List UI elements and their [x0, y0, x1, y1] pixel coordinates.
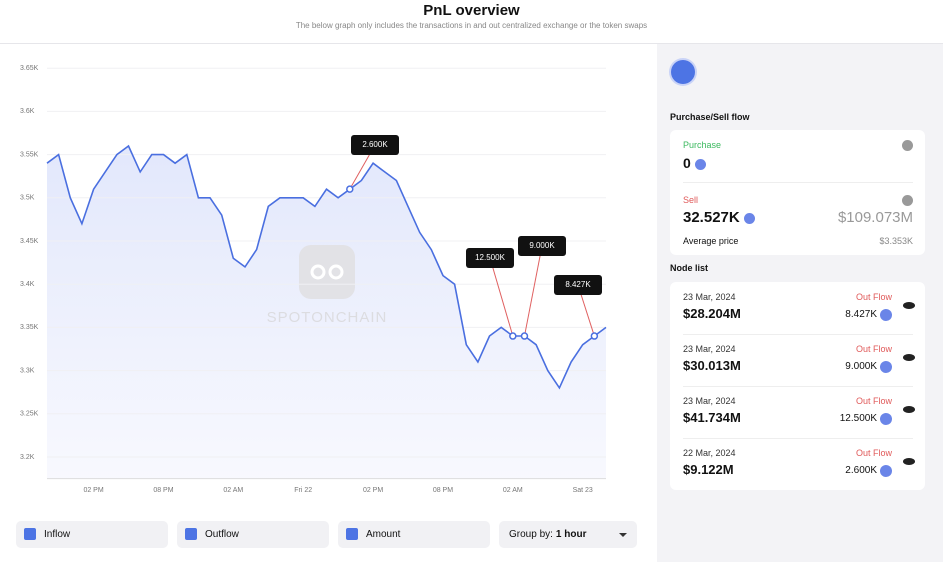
- checkbox[interactable]: [24, 528, 36, 541]
- divider: [683, 386, 913, 387]
- sell-value: 32.527K: [683, 209, 740, 226]
- token-icon: [880, 465, 892, 477]
- node-date: 23 Mar, 2024: [683, 292, 736, 302]
- node-date: 22 Mar, 2024: [683, 448, 736, 458]
- token-icon: [671, 60, 695, 84]
- dropdown-arrow[interactable]: [619, 533, 627, 541]
- annotation: 8.427K: [565, 280, 591, 289]
- node-flow: Out Flow: [855, 344, 892, 354]
- group-by-label: Group by:: [509, 529, 553, 540]
- help-icon[interactable]: [902, 195, 913, 206]
- sell-value: 32.527K: [683, 209, 755, 226]
- divider: [683, 334, 913, 335]
- section-title: Node list: [670, 263, 709, 273]
- y-tick-label: 3.5K: [20, 195, 35, 202]
- x-tick-label: 02 AM: [503, 487, 523, 494]
- token-icon: [880, 309, 892, 321]
- subtitle: The below graph only includes the transa…: [295, 21, 648, 30]
- annotation-box: [518, 236, 566, 256]
- title: PnL overview: [423, 2, 520, 19]
- checkbox[interactable]: [346, 528, 358, 541]
- x-tick-label: Fri 22: [294, 487, 312, 494]
- avg-label: Average price: [683, 236, 739, 246]
- annotation-box: [554, 275, 602, 295]
- x-tick-label: 08 PM: [433, 487, 453, 494]
- toggle-label: Inflow: [44, 529, 71, 540]
- hide-icon[interactable]: [903, 458, 915, 465]
- chart: SPOTONCHAIN 3.2K 3.25K 3.3K 3.35K 3.4K 3.45K 3…: [20, 65, 607, 494]
- toggle[interactable]: Outflow: [177, 521, 329, 548]
- annotation-point: [590, 332, 599, 340]
- flow-card: [670, 130, 925, 255]
- divider: [0, 43, 943, 44]
- node-tokens: 8.427K: [845, 309, 877, 320]
- node-amount: $9.122M: [683, 462, 734, 477]
- y-tick-label: 3.4K: [20, 281, 35, 288]
- watermark: SPOTONCHAIN: [267, 309, 388, 326]
- hide-icon[interactable]: [903, 302, 915, 309]
- node-tokens: 2.600K: [845, 465, 877, 476]
- divider: [683, 182, 913, 183]
- toggle[interactable]: Inflow: [16, 521, 168, 548]
- y-tick-label: 3.65K: [20, 65, 39, 72]
- y-tick-label: 3.3K: [20, 367, 35, 374]
- x-tick-label: 08 PM: [153, 487, 173, 494]
- annotation-line: [523, 245, 543, 337]
- token-icon: [880, 413, 892, 425]
- section-title: Purchase/Sell flow: [670, 112, 750, 122]
- annotation: 2.600K: [362, 140, 388, 149]
- node-flow: Out Flow: [855, 292, 892, 302]
- watermark-logo: [310, 264, 326, 280]
- watermark-logo: [328, 264, 344, 280]
- checkbox[interactable]: [185, 528, 197, 541]
- node-amount: $30.013M: [683, 358, 741, 373]
- toggle-label: Outflow: [205, 529, 239, 540]
- y-tick-label: 3.35K: [20, 324, 39, 331]
- node-list: 23 Mar, 2024 $28.204M Out Flow 8.427K 23 Mar…: [670, 282, 925, 490]
- watermark-logo: [299, 245, 355, 299]
- y-tick-label: 3.2K: [20, 454, 35, 461]
- x-tick-label: 02 AM: [223, 487, 243, 494]
- node-date: 23 Mar, 2024: [683, 344, 736, 354]
- purchase-value: 0: [683, 155, 706, 171]
- avg-value: $3.353K: [879, 236, 913, 246]
- x-tick-label: 02 PM: [83, 487, 103, 494]
- annotation: 12.500K: [475, 253, 505, 262]
- group-by-value: 1 hour: [555, 529, 587, 540]
- purchase-value: 0: [683, 155, 691, 171]
- token-icon: [880, 361, 892, 373]
- y-tick-label: 3.25K: [20, 411, 39, 418]
- x-tick-label: 02 PM: [363, 487, 383, 494]
- area: [47, 146, 606, 479]
- node-amount: $28.204M: [683, 306, 741, 321]
- toggle-label: Amount: [366, 529, 401, 540]
- annotation-point: [509, 332, 517, 340]
- sell-label: Sell: [683, 195, 699, 205]
- divider: [683, 438, 913, 439]
- annotation: 9.000K: [529, 241, 555, 250]
- toggle[interactable]: Amount: [338, 521, 490, 548]
- node-amount: $41.734M: [683, 410, 741, 425]
- node-tokens: 9.000K: [845, 361, 877, 372]
- y-tick-label: 3.45K: [20, 238, 39, 245]
- annotation-point: [346, 185, 354, 193]
- annotation-point: [520, 332, 529, 340]
- hide-icon[interactable]: [903, 354, 915, 361]
- node-date: 23 Mar, 2024: [683, 396, 736, 406]
- hide-icon[interactable]: [903, 406, 915, 413]
- annotation-line: [489, 257, 514, 337]
- annotation-box: [351, 135, 399, 155]
- sell-usd: $109.073M: [837, 209, 913, 226]
- node-tokens: 12.500K: [839, 413, 877, 424]
- y-tick-label: 3.6K: [20, 108, 35, 115]
- x-tick-label: Sat 23: [573, 487, 593, 494]
- node-flow: Out Flow: [855, 448, 892, 458]
- purchase-label: Purchase: [683, 140, 722, 150]
- node-flow: Out Flow: [855, 396, 892, 406]
- help-icon[interactable]: [902, 140, 913, 151]
- annotation-box: [466, 248, 514, 268]
- group-by[interactable]: Group by: 1 hour: [499, 521, 637, 548]
- y-tick-label: 3.55K: [20, 151, 39, 158]
